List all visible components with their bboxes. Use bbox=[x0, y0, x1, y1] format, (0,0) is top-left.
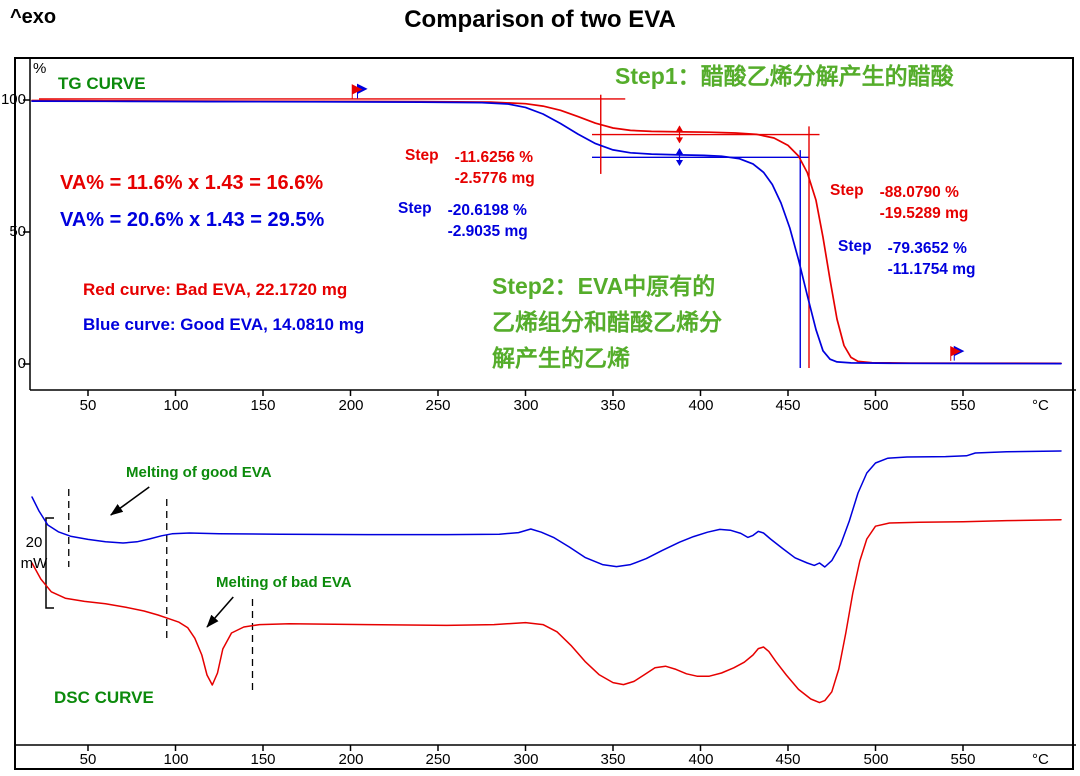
dsc-xtick: 500 bbox=[863, 751, 889, 768]
tg-xtick: 200 bbox=[338, 397, 364, 414]
tg-xtick: 100 bbox=[163, 397, 189, 414]
tg-ytick-50: 50 bbox=[9, 223, 26, 240]
legend-good-eva: Blue curve: Good EVA, 14.0810 mg bbox=[83, 315, 365, 334]
dsc-curve-label: DSC CURVE bbox=[54, 688, 154, 707]
legend-bad-eva: Red curve: Bad EVA, 22.1720 mg bbox=[83, 280, 348, 299]
tg-xtick: 400 bbox=[688, 397, 714, 414]
axis-ticks bbox=[23, 99, 964, 751]
step1-annotation: Step1：醋酸乙烯分解产生的醋酸 bbox=[615, 63, 954, 89]
dsc-x-unit: °C bbox=[1032, 751, 1049, 768]
dsc-xtick: 450 bbox=[775, 751, 801, 768]
tg-curve-good-eva bbox=[31, 100, 1062, 365]
step-percent: -79.3652 % bbox=[887, 240, 967, 257]
dsc-xtick: 200 bbox=[338, 751, 364, 768]
step-mass: -2.9035 mg bbox=[447, 223, 528, 240]
evaluation-markers bbox=[39, 83, 965, 695]
tg-xtick: 50 bbox=[79, 397, 97, 414]
dsc-xtick: 400 bbox=[688, 751, 714, 768]
dsc-xtick: 150 bbox=[250, 751, 276, 768]
step-label: Step bbox=[838, 238, 872, 255]
melting-bad-eva-label: Melting of bad EVA bbox=[216, 574, 352, 591]
axes bbox=[16, 57, 1076, 746]
tg-y-unit: % bbox=[33, 60, 47, 77]
dsc-xtick: 300 bbox=[513, 751, 539, 768]
dsc-scale-bracket bbox=[45, 517, 54, 609]
step1-result-blue: Step -20.6198 % -2.9035 mg bbox=[398, 200, 528, 242]
tg-curve-label: TG CURVE bbox=[58, 74, 146, 93]
tg-xtick: 350 bbox=[600, 397, 626, 414]
step-mass: -11.1754 mg bbox=[887, 261, 976, 278]
tg-xtick: 250 bbox=[425, 397, 451, 414]
step-label: Step bbox=[405, 147, 439, 164]
step-mass: -2.5776 mg bbox=[454, 170, 535, 187]
step-percent: -88.0790 % bbox=[879, 184, 959, 201]
va-formula-blue: VA% = 20.6% x 1.43 = 29.5% bbox=[60, 209, 325, 231]
step2-annotation: Step2：EVA中原有的 乙烯组分和醋酸乙烯分 解产生的乙烯 bbox=[492, 273, 722, 371]
melting-good-eva-label: Melting of good EVA bbox=[126, 464, 272, 481]
dsc-xtick: 50 bbox=[79, 751, 97, 768]
step1-result-red: Step -11.6256 % -2.5776 mg bbox=[405, 147, 535, 189]
dsc-xtick: 550 bbox=[950, 751, 976, 768]
tg-xtick: 550 bbox=[950, 397, 976, 414]
tg-ytick-0: 0 bbox=[17, 355, 26, 372]
exo-direction-label: ^exo bbox=[10, 6, 57, 28]
step-label: Step bbox=[830, 182, 864, 199]
tg-x-unit: °C bbox=[1032, 397, 1049, 414]
chart-frame bbox=[14, 57, 1074, 770]
dsc-xtick: 250 bbox=[425, 751, 451, 768]
step2-result-red: Step -88.0790 % -19.5289 mg bbox=[830, 182, 968, 224]
dsc-scale-label: 20 mW bbox=[20, 534, 48, 572]
tg-ytick-100: 100 bbox=[0, 91, 26, 108]
step-mass: -19.5289 mg bbox=[879, 205, 969, 222]
tg-xtick: 150 bbox=[250, 397, 276, 414]
step-percent: -11.6256 % bbox=[454, 149, 534, 166]
va-formula-red: VA% = 11.6% x 1.43 = 16.6% bbox=[60, 172, 324, 194]
dsc-xtick: 100 bbox=[163, 751, 189, 768]
tg-xtick: 500 bbox=[863, 397, 889, 414]
step-label: Step bbox=[398, 200, 432, 217]
step-percent: -20.6198 % bbox=[447, 202, 527, 219]
tg-curve-bad-eva bbox=[31, 99, 1062, 365]
page-title: Comparison of two EVA bbox=[404, 6, 676, 33]
tg-xtick: 300 bbox=[513, 397, 539, 414]
dsc-xtick: 350 bbox=[600, 751, 626, 768]
tg-xtick: 450 bbox=[775, 397, 801, 414]
dsc-curve-good-eva bbox=[31, 450, 1062, 568]
step2-result-blue: Step -79.3652 % -11.1754 mg bbox=[838, 238, 976, 280]
dsc-curve-bad-eva bbox=[31, 519, 1062, 704]
